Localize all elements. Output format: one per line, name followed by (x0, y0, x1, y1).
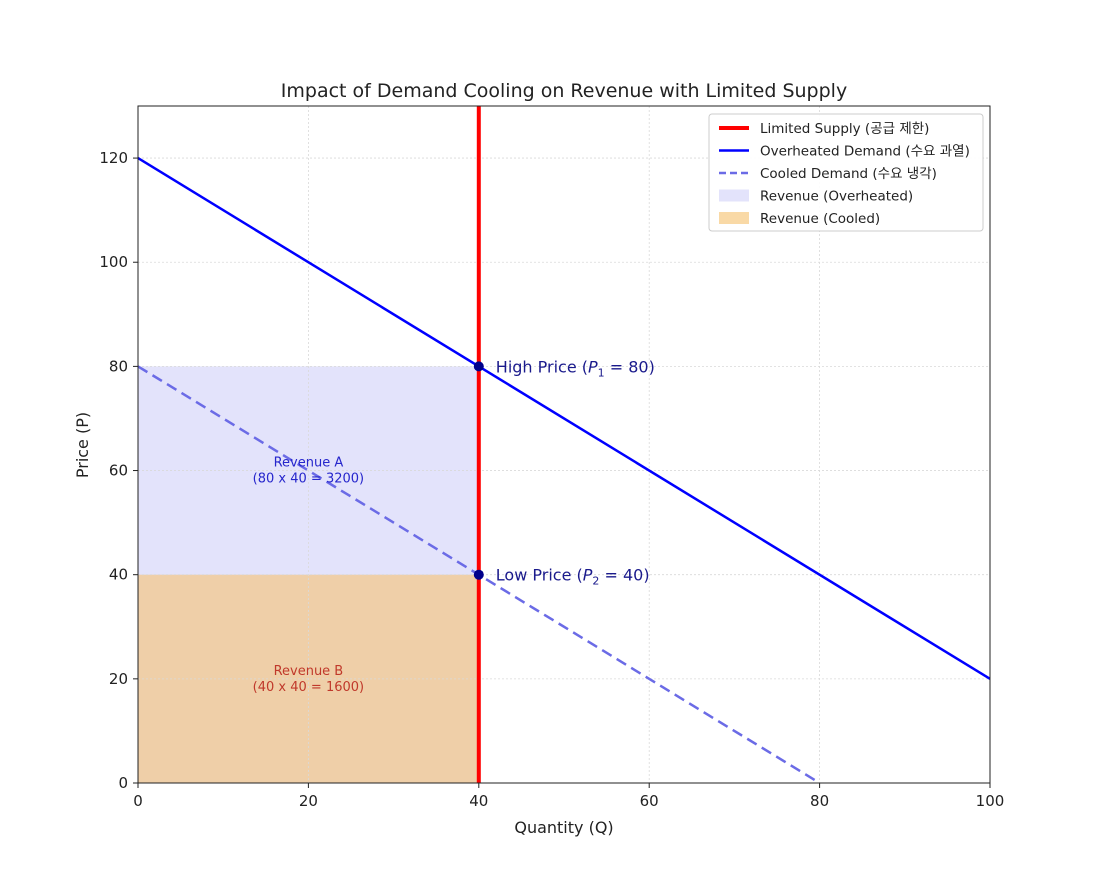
legend-item-4-label: Revenue (Cooled) (760, 211, 880, 227)
y-tick-label: 120 (99, 149, 128, 167)
legend-item-3-swatch (719, 189, 749, 202)
x-tick-label: 40 (469, 792, 488, 810)
axes: 0 20 40 60 80 100 0 20 40 60 80 100 120 (99, 105, 1005, 810)
legend-item-2-label: Cooled Demand (수요 냉각) (760, 166, 937, 182)
point-label-suffix: = 80) (605, 357, 655, 376)
legend-item-0-label: Limited Supply (공급 제한) (760, 121, 929, 137)
x-tick-label: 0 (133, 792, 143, 810)
y-tick-label: 40 (109, 566, 128, 584)
plot-frame (137, 105, 991, 784)
point-label-suffix: = 40) (599, 566, 649, 585)
y-tick-label: 80 (109, 357, 128, 375)
y-tick-label: 0 (118, 774, 128, 792)
point-label-prefix: Low Price ( (496, 566, 583, 585)
legend-item-4-swatch (719, 212, 749, 224)
x-tick-label: 80 (810, 792, 829, 810)
x-tick-label: 20 (299, 792, 318, 810)
legend-box (708, 113, 984, 232)
y-axis-label: Price (P) (73, 412, 92, 478)
point-label-variable: P (588, 357, 598, 376)
annotations: Revenue A(80 x 40 = 3200) Revenue B(40 x … (253, 456, 364, 695)
y-tick-label: 100 (99, 253, 128, 271)
high-price-point (473, 361, 484, 372)
point-label-prefix: High Price ( (496, 357, 588, 376)
y-tick-label: 60 (109, 462, 128, 480)
revenue-b-title: Revenue B (274, 664, 344, 679)
price-points: High Price (P1 = 80)Low Price (P2 = 40) (473, 357, 655, 588)
x-axis-label: Quantity (Q) (514, 818, 613, 837)
x-tick-label: 100 (976, 792, 1005, 810)
point-label-variable: P (583, 566, 593, 585)
low-price-label: Low Price (P2 = 40) (496, 566, 650, 588)
chart-title: Impact of Demand Cooling on Revenue with… (281, 80, 847, 102)
y-tick-label: 20 (109, 670, 128, 688)
revenue-a-formula: (80 x 40 = 3200) (253, 472, 364, 487)
revenue-a-title: Revenue A (274, 456, 344, 471)
overheated-demand-line (138, 157, 990, 680)
x-tick-label: 60 (640, 792, 659, 810)
legend-item-1-label: Overheated Demand (수요 과열) (760, 144, 970, 160)
high-price-label: High Price (P1 = 80) (496, 357, 655, 379)
point-label-subscript: 2 (592, 575, 599, 588)
legend-item-3-label: Revenue (Overheated) (760, 189, 913, 205)
low-price-point (473, 569, 484, 580)
point-label-subscript: 1 (598, 366, 605, 379)
legend: Limited Supply (공급 제한) Overheated Demand … (708, 113, 984, 232)
revenue-b-formula: (40 x 40 = 1600) (253, 680, 364, 695)
